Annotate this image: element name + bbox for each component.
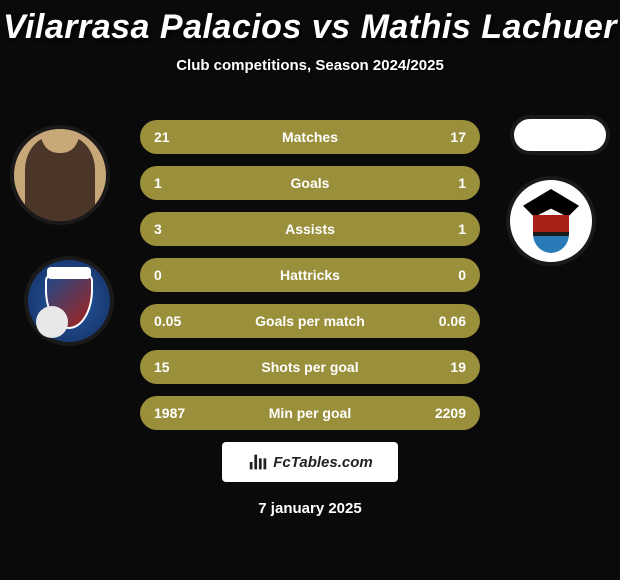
stat-value-left: 0.05	[154, 313, 194, 329]
stat-label: Min per goal	[194, 405, 426, 421]
player-left-photo	[10, 125, 110, 225]
stat-value-right: 0	[426, 267, 466, 283]
stat-label: Goals	[194, 175, 426, 191]
site-logo[interactable]: FcTables.com	[222, 442, 398, 482]
stat-value-left: 3	[154, 221, 194, 237]
comparison-card: Vilarrasa Palacios vs Mathis Lachuer Clu…	[0, 0, 620, 580]
club-badge-right	[506, 176, 596, 266]
site-logo-text: FcTables.com	[273, 454, 372, 471]
avatar-silhouette	[25, 136, 95, 221]
chart-icon	[247, 451, 269, 473]
stat-row: 1987Min per goal2209	[140, 396, 480, 430]
stat-value-left: 1987	[154, 405, 194, 421]
club-badge-left	[24, 256, 114, 346]
page-subtitle: Club competitions, Season 2024/2025	[0, 57, 620, 74]
stat-value-right: 1	[426, 175, 466, 191]
ball-icon	[36, 306, 68, 338]
club-badge-right-art	[510, 180, 592, 262]
stat-row: 21Matches17	[140, 120, 480, 154]
stat-row: 15Shots per goal19	[140, 350, 480, 384]
stat-row: 0.05Goals per match0.06	[140, 304, 480, 338]
stat-value-left: 21	[154, 129, 194, 145]
stat-value-right: 19	[426, 359, 466, 375]
player-right-photo	[510, 115, 610, 155]
stat-label: Shots per goal	[194, 359, 426, 375]
stat-label: Hattricks	[194, 267, 426, 283]
stat-value-right: 17	[426, 129, 466, 145]
stat-label: Matches	[194, 129, 426, 145]
stat-row: 3Assists1	[140, 212, 480, 246]
player-left-silhouette	[14, 129, 106, 221]
stat-label: Assists	[194, 221, 426, 237]
stat-value-right: 0.06	[426, 313, 466, 329]
stat-row: 0Hattricks0	[140, 258, 480, 292]
club-badge-left-art	[28, 260, 110, 342]
stat-value-left: 1	[154, 175, 194, 191]
eagle-icon	[523, 189, 579, 253]
stats-table: 21Matches171Goals13Assists10Hattricks00.…	[140, 120, 480, 442]
stat-label: Goals per match	[194, 313, 426, 329]
page-title: Vilarrasa Palacios vs Mathis Lachuer	[0, 0, 620, 47]
footer-date: 7 january 2025	[0, 500, 620, 517]
stat-value-left: 0	[154, 267, 194, 283]
stat-value-right: 2209	[426, 405, 466, 421]
stat-value-left: 15	[154, 359, 194, 375]
stat-value-right: 1	[426, 221, 466, 237]
stat-row: 1Goals1	[140, 166, 480, 200]
